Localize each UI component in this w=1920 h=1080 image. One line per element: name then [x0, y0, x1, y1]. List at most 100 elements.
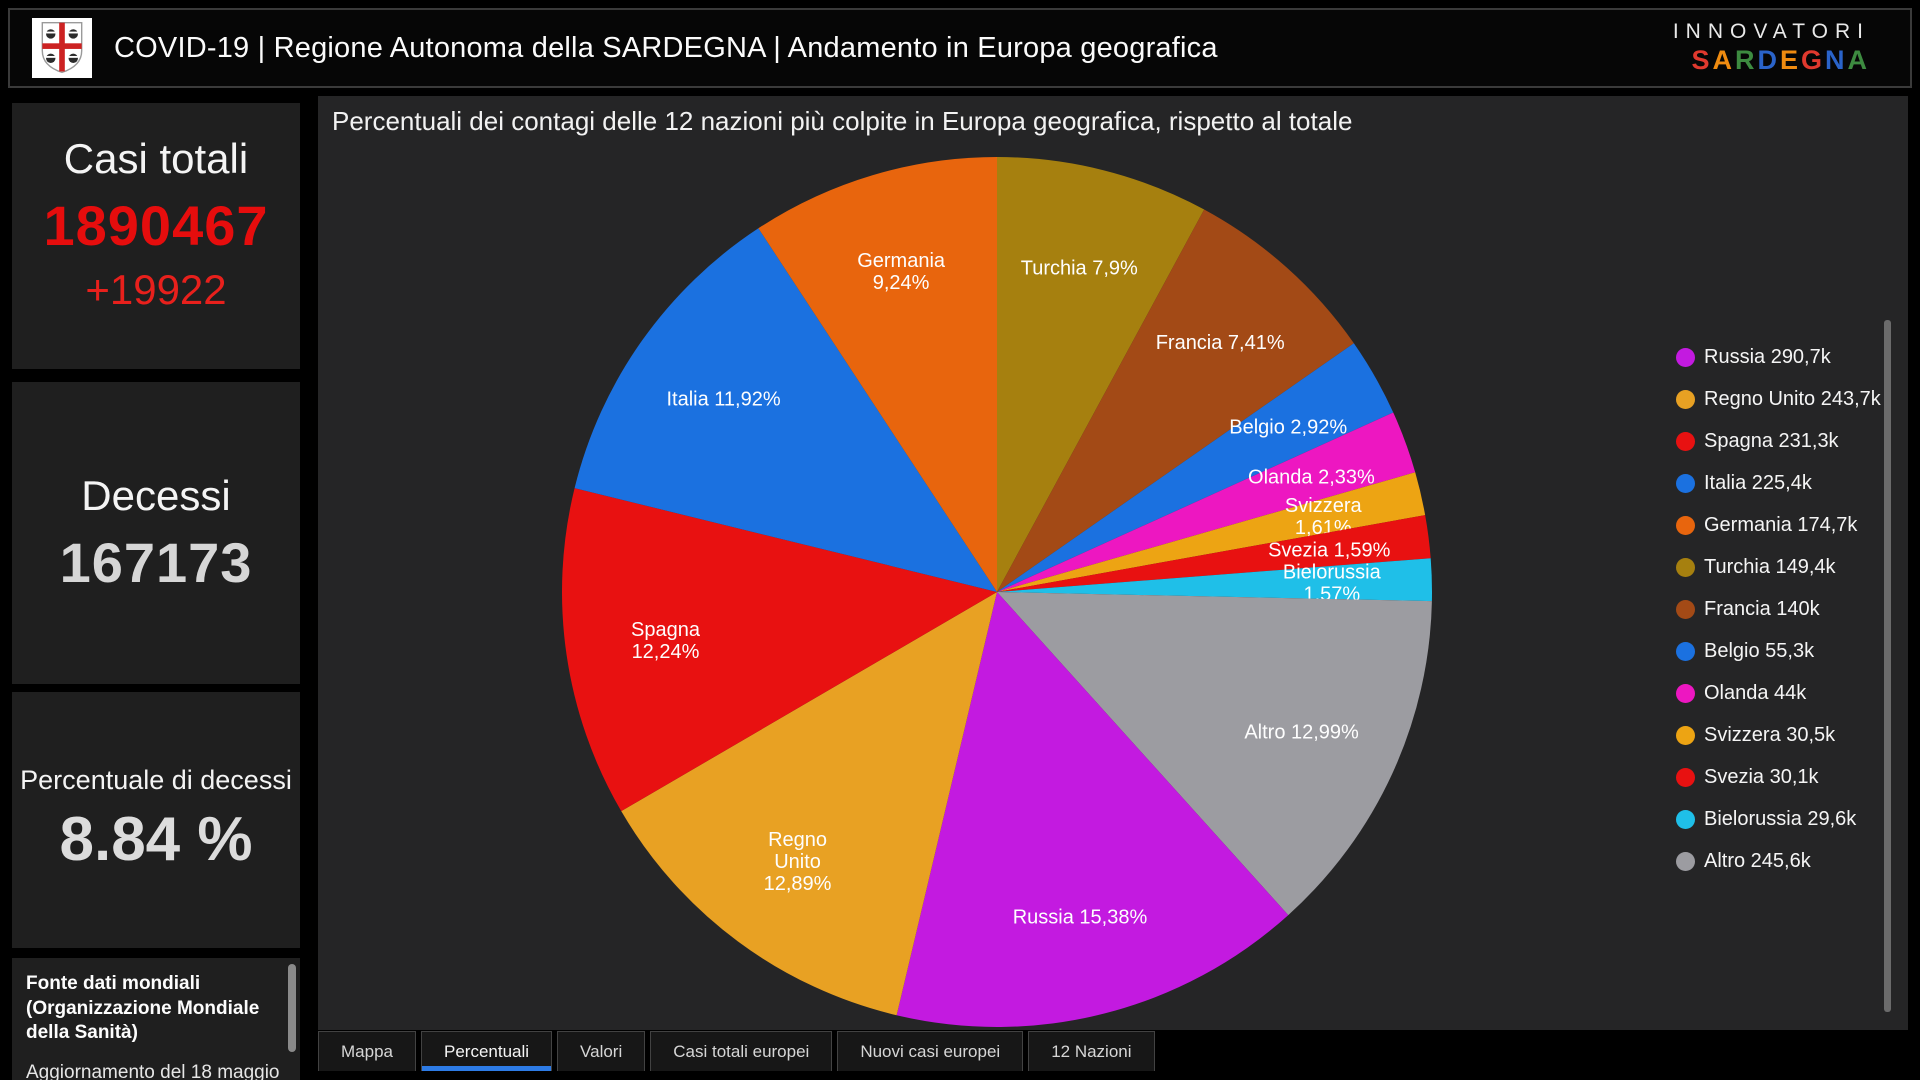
legend-item-svezia[interactable]: Svezia 30,1k: [1676, 756, 1881, 798]
legend-item-spagna[interactable]: Spagna 231,3k: [1676, 420, 1881, 462]
legend-label: Bielorussia 29,6k: [1704, 807, 1857, 830]
legend-item-svizzera[interactable]: Svizzera 30,5k: [1676, 714, 1881, 756]
pie-slice-francia[interactable]: [997, 209, 1354, 592]
legend-item-francia[interactable]: Francia 140k: [1676, 588, 1881, 630]
legend-label: Francia 140k: [1704, 597, 1820, 620]
legend-item-regno-unito[interactable]: Regno Unito 243,7k: [1676, 378, 1881, 420]
slice-label: Turchia 7,9%: [1021, 257, 1138, 279]
pie-slice-svezia[interactable]: [997, 515, 1431, 592]
deaths-label: Decessi: [81, 471, 231, 519]
data-source-text: Fonte dati mondiali (Organizzazione Mond…: [26, 973, 260, 1044]
tab-12-nazioni[interactable]: 12 Nazioni: [1028, 1031, 1155, 1071]
legend-label: Regno Unito 243,7k: [1704, 387, 1881, 410]
slice-label: Olanda 2,33%: [1248, 467, 1375, 489]
total-cases-card: Casi totali 1890467 +19922: [12, 103, 300, 369]
brand-letter: E: [1779, 44, 1801, 75]
pie-slice-bielorussia[interactable]: [997, 558, 1432, 602]
tab-percentuali[interactable]: Percentuali: [420, 1031, 553, 1071]
pie-slice-russia[interactable]: [896, 592, 1289, 1027]
pie-slice-svizzera[interactable]: [997, 472, 1426, 592]
brand-letter: D: [1757, 44, 1780, 75]
legend-label: Olanda 44k: [1704, 681, 1807, 704]
legend-label: Italia 225,4k: [1704, 471, 1812, 494]
data-source-card: Fonte dati mondiali (Organizzazione Mond…: [12, 958, 300, 1080]
chart-legend: Russia 290,7k Regno Unito 243,7k Spagna 23…: [1676, 336, 1881, 882]
header-bar: COVID-19 | Regione Autonoma della SARDEG…: [8, 8, 1912, 88]
pie-slice-turchia[interactable]: [997, 157, 1205, 592]
pie-slice-germania[interactable]: [758, 157, 997, 592]
legend-color-dot: [1676, 851, 1695, 871]
legend-color-dot: [1676, 557, 1695, 577]
legend-label: Spagna 231,3k: [1704, 429, 1839, 452]
legend-color-dot: [1676, 431, 1695, 451]
legend-item-turchia[interactable]: Turchia 149,4k: [1676, 546, 1881, 588]
legend-color-dot: [1676, 347, 1695, 367]
death-rate-label: Percentuale di decessi: [20, 765, 292, 795]
legend-color-dot: [1676, 599, 1695, 619]
slice-label: Spagna 12,24%: [631, 619, 701, 663]
legend-item-russia[interactable]: Russia 290,7k: [1676, 336, 1881, 378]
pie-slice-italia[interactable]: [574, 228, 997, 592]
update-note-text: Aggiornamento del 18 maggio: [26, 1062, 280, 1080]
slice-label: Altro 12,99%: [1244, 721, 1359, 743]
pie-slice-belgio[interactable]: [997, 343, 1394, 592]
slice-label: Francia 7,41%: [1156, 332, 1285, 354]
innovatori-sardegna-logo: INNOVATORI SARDEGNA: [1673, 20, 1888, 75]
legend-color-dot: [1676, 683, 1695, 703]
legend-color-dot: [1676, 767, 1695, 787]
brand-letter: A: [1712, 44, 1735, 75]
legend-scrollbar[interactable]: [1884, 320, 1891, 1012]
tab-nuovi-casi-europei[interactable]: Nuovi casi europei: [837, 1031, 1024, 1071]
pie-slice-spagna[interactable]: [562, 488, 997, 812]
legend-color-dot: [1676, 641, 1695, 661]
legend-item-bielorussia[interactable]: Bielorussia 29,6k: [1676, 798, 1881, 840]
legend-color-dot: [1676, 725, 1695, 745]
legend-label: Svezia 30,1k: [1704, 765, 1819, 788]
slice-label: Regno Unito 12,89%: [764, 829, 832, 895]
brand-line-innovatori: INNOVATORI: [1672, 20, 1870, 44]
legend-label: Germania 174,7k: [1704, 513, 1858, 536]
legend-color-dot: [1676, 809, 1695, 829]
slice-label: Belgio 2,92%: [1229, 416, 1347, 438]
slice-label: Russia 15,38%: [1013, 907, 1148, 929]
pie-slice-altro[interactable]: [997, 592, 1432, 916]
pie-slice-regno-unito[interactable]: [621, 592, 997, 1016]
chart-title: Percentuali dei contagi delle 12 nazioni…: [332, 106, 1353, 136]
brand-letter: S: [1691, 44, 1713, 75]
death-rate-card: Percentuale di decessi 8.84 %: [12, 692, 300, 948]
brand-line-sardegna: SARDEGNA: [1673, 45, 1870, 76]
brand-letter: N: [1825, 44, 1848, 75]
slice-label: Italia 11,92%: [666, 389, 780, 411]
tab-casi-totali-europei[interactable]: Casi totali europei: [650, 1031, 833, 1071]
total-cases-value: 1890467: [43, 194, 269, 257]
legend-item-italia[interactable]: Italia 225,4k: [1676, 462, 1881, 504]
legend-item-germania[interactable]: Germania 174,7k: [1676, 504, 1881, 546]
total-cases-label: Casi totali: [63, 135, 249, 182]
sheet-tabs: Mappa Percentuali Valori Casi totali europe…: [318, 1031, 1155, 1071]
legend-item-olanda[interactable]: Olanda 44k: [1676, 672, 1881, 714]
legend-label: Russia 290,7k: [1704, 345, 1831, 368]
page-title: COVID-19 | Regione Autonoma della SARDEG…: [114, 31, 1218, 64]
sardegna-crest-logo: [32, 18, 92, 78]
chart-panel: Percentuali dei contagi delle 12 nazioni…: [318, 96, 1908, 1030]
legend-color-dot: [1676, 515, 1695, 535]
legend-item-altro[interactable]: Altro 245,6k: [1676, 840, 1881, 882]
legend-label: Altro 245,6k: [1704, 849, 1811, 872]
legend-label: Turchia 149,4k: [1704, 555, 1836, 578]
deaths-value: 167173: [59, 530, 253, 594]
pie-chart: Turchia 7,9% Francia 7,41% Belgio 2,92% Ola…: [562, 157, 1432, 1027]
legend-item-belgio[interactable]: Belgio 55,3k: [1676, 630, 1881, 672]
pie-slice-olanda[interactable]: [997, 412, 1416, 592]
legend-label: Belgio 55,3k: [1704, 639, 1815, 662]
brand-letter: G: [1800, 44, 1825, 75]
source-card-scrollbar[interactable]: [288, 964, 296, 1052]
brand-letter: R: [1734, 44, 1758, 75]
slice-label: Germania 9,24%: [857, 250, 946, 294]
legend-color-dot: [1676, 473, 1695, 493]
tab-valori[interactable]: Valori: [557, 1031, 646, 1071]
total-cases-delta: +19922: [85, 266, 227, 313]
death-rate-value: 8.84 %: [59, 805, 253, 874]
tab-mappa[interactable]: Mappa: [318, 1031, 416, 1071]
brand-letter: A: [1847, 44, 1870, 75]
